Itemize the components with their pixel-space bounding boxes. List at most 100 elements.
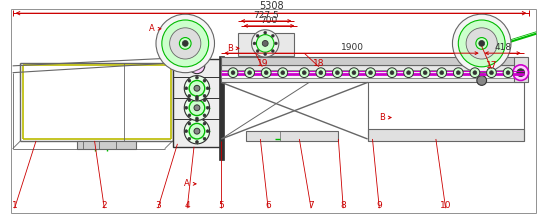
Circle shape [487,68,496,77]
Circle shape [262,41,268,46]
Text: A: A [184,179,190,188]
Circle shape [245,68,254,77]
Circle shape [189,81,205,96]
Circle shape [281,71,285,75]
Circle shape [162,20,208,67]
Circle shape [231,71,235,75]
Circle shape [203,79,206,82]
Circle shape [195,95,199,99]
Bar [514,57,527,82]
Circle shape [185,106,188,109]
Bar [222,70,523,77]
Circle shape [203,137,206,140]
Bar [246,131,339,141]
Circle shape [184,95,210,120]
Circle shape [506,71,510,75]
Circle shape [188,94,191,97]
Circle shape [473,71,477,75]
Bar [368,129,523,141]
Text: 10: 10 [440,201,451,210]
Circle shape [271,34,274,37]
Circle shape [369,71,373,75]
Circle shape [264,71,268,75]
Circle shape [182,41,188,46]
Circle shape [256,34,259,37]
Bar [222,65,523,82]
Text: 5308: 5308 [259,1,283,11]
Circle shape [185,130,188,133]
Circle shape [319,71,323,75]
Circle shape [248,71,252,75]
Circle shape [156,14,214,73]
Circle shape [437,68,446,77]
Circle shape [452,14,511,73]
Circle shape [458,20,505,67]
Circle shape [335,71,339,75]
Text: 17: 17 [486,61,497,70]
Circle shape [194,105,200,111]
Bar [222,57,523,65]
Circle shape [170,28,201,59]
Circle shape [264,31,267,34]
Circle shape [253,42,256,45]
Circle shape [188,114,191,117]
Circle shape [194,85,200,91]
Circle shape [195,76,199,79]
Circle shape [189,123,205,139]
Circle shape [188,137,191,140]
Text: 727.5: 727.5 [253,11,279,20]
Circle shape [206,130,209,133]
Text: 9: 9 [376,201,382,210]
Text: 19: 19 [257,59,268,68]
Circle shape [193,62,201,70]
Circle shape [349,68,359,77]
Circle shape [476,38,487,49]
Circle shape [453,68,463,77]
Circle shape [188,79,191,82]
Circle shape [299,68,309,77]
Text: 1: 1 [11,201,18,210]
Circle shape [189,100,205,116]
Circle shape [513,65,528,81]
Circle shape [194,128,200,134]
Circle shape [387,68,397,77]
Circle shape [256,49,259,53]
Circle shape [440,71,444,75]
Circle shape [264,53,267,56]
Circle shape [316,68,325,77]
Circle shape [420,68,430,77]
Bar [238,33,294,56]
Text: B: B [379,113,385,122]
Circle shape [195,140,199,143]
Circle shape [479,41,485,46]
Text: 2: 2 [102,201,107,210]
Circle shape [252,30,279,57]
Circle shape [271,49,274,53]
Bar [77,141,136,149]
Circle shape [203,94,206,97]
Circle shape [302,71,306,75]
Circle shape [184,118,210,144]
Circle shape [423,71,427,75]
Circle shape [333,68,342,77]
Circle shape [490,71,493,75]
Circle shape [466,28,497,59]
Text: 700: 700 [260,16,278,25]
Circle shape [404,68,414,77]
Text: 418: 418 [494,43,512,52]
Circle shape [203,122,206,125]
Circle shape [188,122,191,125]
Circle shape [195,119,199,122]
Circle shape [203,114,206,117]
Circle shape [188,99,191,102]
Text: 5: 5 [218,201,224,210]
Circle shape [352,71,356,75]
Text: 1900: 1900 [340,43,364,52]
Circle shape [203,99,206,102]
Bar [219,56,224,160]
Circle shape [390,71,394,75]
Circle shape [261,68,271,77]
Circle shape [189,58,205,74]
Circle shape [206,87,209,90]
Text: 7: 7 [308,201,314,210]
